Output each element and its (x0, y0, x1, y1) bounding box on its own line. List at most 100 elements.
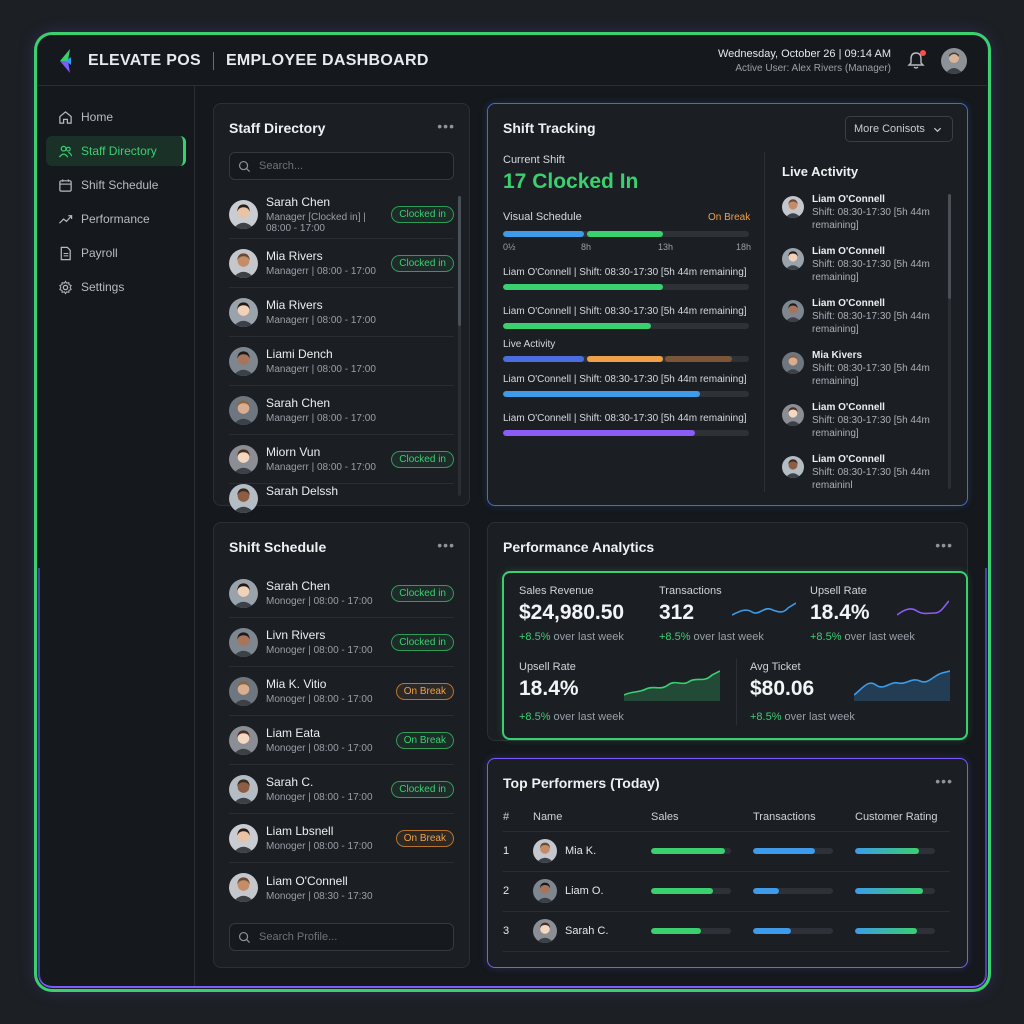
metric-value: $80.06 (750, 677, 815, 700)
sidebar-item-performance[interactable]: Performance (46, 204, 186, 234)
activity-item[interactable]: Liam O'Connell Shift: 08:30-17:30 [5h 44… (782, 402, 942, 439)
visual-schedule-label: Visual Schedule (503, 211, 582, 223)
activity-bar (503, 356, 749, 362)
staff-list-item[interactable]: Sarah Chen Managerr | 08:00 - 17:00 (229, 386, 454, 435)
table-row[interactable]: 1 Mia K. (503, 831, 950, 872)
rating-bar-fill (855, 848, 919, 854)
column-header-rank[interactable]: # (503, 803, 533, 832)
shift-filter-dropdown[interactable]: More Conisots (845, 116, 953, 142)
staff-name: Liami Dench (266, 347, 333, 361)
staff-list-item[interactable]: Liami Dench Managerr | 08:00 - 17:00 (229, 337, 454, 386)
staff-role-shift: Monoger | 08:00 - 17:00 (266, 694, 373, 705)
live-activity-sublabel: Live Activity (503, 339, 556, 350)
avatar (782, 300, 804, 322)
performer-name: Sarah C. (565, 925, 609, 937)
status-badge: Clocked in (391, 780, 454, 798)
column-divider (764, 152, 765, 492)
sidebar-item-label: Shift Schedule (81, 178, 159, 192)
sidebar-item-label: Settings (81, 280, 125, 294)
dropdown-label: More Conisots (854, 123, 925, 135)
staff-name: Sarah Delssh (266, 484, 339, 498)
more-options-button[interactable]: ••• (935, 537, 953, 553)
staff-list-item[interactable]: Mia Rivers Managerr | 08:00 - 17:00 Cloc… (229, 239, 454, 288)
staff-role-shift: Monoger | 08:00 - 17:00 (266, 596, 373, 607)
sidebar-item-home[interactable]: Home (46, 102, 186, 132)
sidebar-item-shift-schedule[interactable]: Shift Schedule (46, 170, 186, 200)
staff-search-input[interactable] (259, 160, 439, 172)
search-icon (238, 160, 251, 172)
sidebar-item-settings[interactable]: Settings (46, 272, 186, 302)
schedule-list-item[interactable]: Liam O'Connell Monoger | 08:30 - 17:30 (229, 863, 454, 912)
column-header-transactions[interactable]: Transactions (753, 803, 855, 832)
search-icon (238, 931, 251, 943)
column-header-rating[interactable]: Customer Rating (855, 803, 950, 832)
table-row[interactable]: 2 Liam O. (503, 871, 950, 912)
sales-bar-fill (651, 848, 725, 854)
more-options-button[interactable]: ••• (437, 118, 455, 134)
tick-label: 8h (581, 242, 592, 252)
avatar (229, 199, 258, 229)
status-badge: On Break (395, 682, 454, 700)
shift-progress-bar (503, 391, 749, 397)
visual-schedule-bar (503, 231, 749, 237)
schedule-list-item[interactable]: Mia K. Vitio Monoger | 08:00 - 17:00 On … (229, 667, 454, 716)
staff-scrollbar-thumb[interactable] (458, 196, 461, 326)
activity-item[interactable]: Mia Kivers Shift: 08:30-17:30 [5h 44m re… (782, 350, 942, 387)
schedule-list-item[interactable]: Sarah Chen Monoger | 08:00 - 17:00 Clock… (229, 569, 454, 618)
column-header-sales[interactable]: Sales (651, 803, 753, 832)
more-options-button[interactable]: ••• (437, 537, 455, 553)
staff-list-item[interactable]: Sarah Chen Manager [Clocked in] | 08:00 … (229, 190, 454, 239)
rating-bar (855, 888, 935, 894)
activity-detail-2: remaining] (812, 220, 859, 231)
sidebar-item-payroll[interactable]: Payroll (46, 238, 186, 268)
activity-name: Liam O'Connell (812, 454, 885, 465)
title-divider (212, 51, 214, 70)
activity-item[interactable]: Liam O'Connell Shift: 08:30-17:30 [5h 44… (782, 454, 942, 488)
avg-ticket-area-chart (854, 670, 950, 701)
activity-name: Mia Kivers (812, 350, 863, 361)
staff-list-item[interactable]: Mia Rivers Managerr | 08:00 - 17:00 (229, 288, 454, 337)
sidebar-item-staff-directory[interactable]: Staff Directory (46, 136, 186, 166)
name-cell: Sarah C. (533, 911, 651, 952)
live-scrollbar[interactable] (948, 194, 951, 489)
profile-search-input[interactable] (259, 931, 439, 943)
user-avatar[interactable] (941, 47, 967, 74)
staff-role-shift: Monoger | 08:30 - 17:30 (266, 890, 373, 902)
rating-cell (855, 831, 950, 872)
avatar (229, 725, 258, 755)
shift-progress-bar (503, 284, 749, 290)
brand-name: ELEVATE POS (88, 51, 201, 69)
activity-segment-blue (503, 356, 585, 362)
activity-item[interactable]: Liam O'Connell Shift: 08:30-17:30 [5h 44… (782, 246, 942, 283)
activity-item[interactable]: Liam O'Connell Shift: 08:30-17:30 [5h 44… (782, 194, 942, 231)
staff-scrollbar[interactable] (458, 196, 461, 496)
staff-list-item[interactable]: Sarah Delssh (229, 484, 454, 513)
schedule-segment-green (586, 231, 663, 237)
activity-name: Liam O'Connell (812, 246, 885, 257)
metric-delta: +8.5% over last week (519, 711, 624, 723)
avatar (533, 919, 557, 943)
notifications-button[interactable] (905, 49, 927, 72)
staff-list-item[interactable]: Miorn Vun Managerr | 08:00 - 17:00 Clock… (229, 435, 454, 484)
schedule-list-item[interactable]: Sarah C. Monoger | 08:00 - 17:00 Clocked… (229, 765, 454, 814)
activity-detail: Shift: 08:30-17:30 [5h 44m (812, 363, 930, 374)
rating-cell (855, 871, 950, 912)
avatar (229, 873, 258, 902)
schedule-list-item[interactable]: Livn Rivers Monoger | 08:00 - 17:00 Cloc… (229, 618, 454, 667)
on-break-label: On Break (708, 212, 751, 223)
sales-bar (651, 888, 731, 894)
live-scrollbar-thumb[interactable] (948, 194, 951, 299)
more-options-button[interactable]: ••• (935, 773, 953, 789)
activity-item[interactable]: Liam O'Connell Shift: 08:30-17:30 [5h 44… (782, 298, 942, 335)
metric-value: $24,980.50 (519, 601, 625, 624)
column-header-name[interactable]: Name (533, 803, 651, 832)
name-cell: Liam O. (533, 871, 651, 912)
staff-role-shift: Managerr | 08:00 - 17:00 (266, 315, 376, 326)
schedule-list-item[interactable]: Liam Eata Monoger | 08:00 - 17:00 On Bre… (229, 716, 454, 765)
table-row[interactable]: 3 Sarah C. (503, 911, 950, 952)
metric-delta: +8.5% over last week (810, 631, 915, 643)
schedule-list-item[interactable]: Liam Lbsnell Monoger | 08:00 - 17:00 On … (229, 814, 454, 863)
shift-line-text: Liam O'Connell | Shift: 08:30-17:30 [5h … (503, 374, 747, 385)
sidebar-item-label: Payroll (81, 246, 118, 260)
shift-progress-fill (503, 323, 651, 329)
